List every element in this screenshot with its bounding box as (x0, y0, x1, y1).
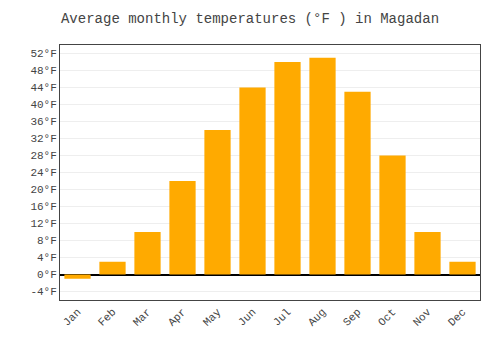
svg-text:52°F: 52°F (30, 48, 56, 60)
svg-text:0°F: 0°F (37, 269, 57, 281)
svg-text:Sep: Sep (341, 306, 363, 328)
svg-text:20°F: 20°F (30, 184, 56, 196)
svg-text:Jan: Jan (61, 306, 83, 328)
svg-text:24°F: 24°F (30, 167, 56, 179)
svg-text:40°F: 40°F (30, 99, 56, 111)
svg-text:Nov: Nov (411, 306, 434, 329)
svg-text:Average monthly temperatures (: Average monthly temperatures (°F ) in Ma… (61, 11, 439, 27)
svg-text:Jul: Jul (271, 306, 293, 328)
svg-text:48°F: 48°F (30, 65, 56, 77)
svg-text:Dec: Dec (446, 306, 468, 328)
svg-text:28°F: 28°F (30, 150, 56, 162)
svg-text:Mar: Mar (131, 306, 153, 328)
svg-text:Aug: Aug (306, 306, 328, 328)
svg-text:4°F: 4°F (37, 252, 57, 264)
svg-text:Oct: Oct (376, 306, 398, 328)
svg-text:36°F: 36°F (30, 116, 56, 128)
svg-text:12°F: 12°F (30, 218, 56, 230)
svg-text:-4°F: -4°F (30, 286, 56, 298)
svg-text:May: May (201, 306, 224, 329)
svg-text:8°F: 8°F (37, 235, 57, 247)
svg-text:Apr: Apr (166, 306, 188, 328)
svg-text:32°F: 32°F (30, 133, 56, 145)
svg-text:16°F: 16°F (30, 201, 56, 213)
svg-text:Feb: Feb (96, 306, 118, 328)
svg-text:Jun: Jun (236, 306, 258, 328)
svg-text:44°F: 44°F (30, 82, 56, 94)
